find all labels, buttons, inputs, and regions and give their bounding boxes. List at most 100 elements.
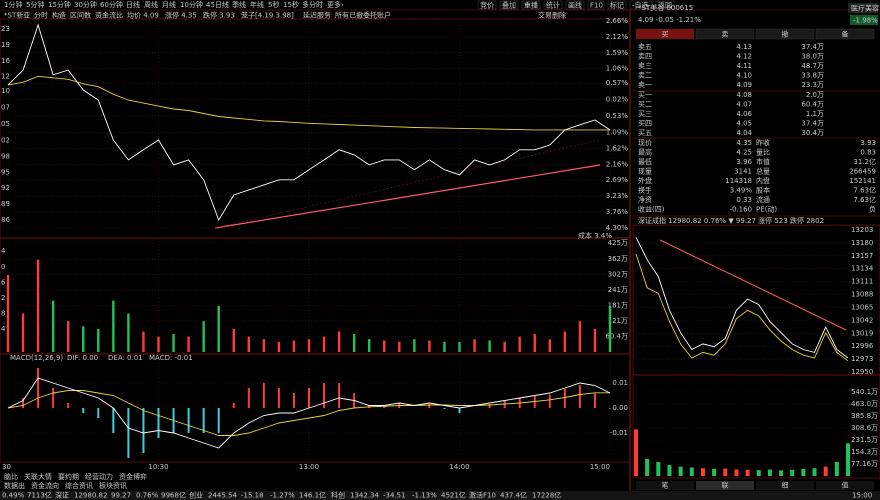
info-action[interactable]: 交易删除 xyxy=(538,11,566,20)
bottom-tab[interactable]: 脑比 xyxy=(4,472,18,481)
stat-label: 现价 xyxy=(638,139,652,147)
volume-bar xyxy=(352,334,356,352)
trade-tab-label[interactable]: 撤 xyxy=(782,30,789,39)
period-tab[interactable]: 1分钟 xyxy=(4,0,22,9)
index-tab[interactable] xyxy=(636,481,694,490)
period-tab[interactable]: 5秒 xyxy=(268,0,279,9)
y-tick-label: 13042 xyxy=(851,316,873,324)
tool-button[interactable] xyxy=(655,0,675,10)
status-item: 9968亿 xyxy=(161,491,186,500)
y-tick-label: 2.69% xyxy=(606,176,629,184)
stat-label: 昨收 xyxy=(756,138,770,147)
period-tab[interactable]: 更多› xyxy=(327,0,344,9)
trade-tab-label[interactable]: 备 xyxy=(842,30,849,39)
status-item: 146.1亿 xyxy=(299,491,326,500)
bottom-tab[interactable]: 综合资讯 xyxy=(65,481,93,490)
stat-value: -0.160 xyxy=(729,206,752,214)
status-item: -1.13% xyxy=(412,492,437,500)
bottom-tab[interactable]: 资金博弈 xyxy=(119,472,147,481)
y-tick-label: 302万 xyxy=(608,271,628,279)
tool-label[interactable]: 统计 xyxy=(546,1,560,10)
period-tab[interactable]: 5分钟 xyxy=(26,0,44,9)
period-tab[interactable]: 年线 xyxy=(250,0,264,9)
y-tick-label: 13180 xyxy=(851,239,873,247)
book-price: 4.13 xyxy=(736,43,752,51)
index-volume-bar xyxy=(801,469,806,476)
y-tick-label: 1.59% xyxy=(606,49,629,57)
book-label: 买四 xyxy=(638,120,652,128)
left-axis-label: 86 xyxy=(1,216,10,224)
trade-tab[interactable] xyxy=(755,28,815,40)
trade-tab[interactable] xyxy=(635,28,695,40)
left-axis-label: 02 xyxy=(1,137,10,145)
index-tab[interactable] xyxy=(756,481,814,490)
x-tick-label: 15:00 xyxy=(590,463,610,471)
trade-tab[interactable] xyxy=(695,28,755,40)
book-price: 4.07 xyxy=(736,101,752,109)
period-tab[interactable]: 15分钟 xyxy=(48,0,71,9)
period-tab[interactable]: 10分钟 xyxy=(180,0,203,9)
bottom-tab[interactable]: 资金流向 xyxy=(31,481,59,490)
trade-tab[interactable] xyxy=(815,28,875,40)
period-tab[interactable]: 日线 xyxy=(126,0,140,9)
period-tab[interactable]: 月线 xyxy=(162,0,176,9)
tool-label[interactable]: -自选 xyxy=(632,1,649,10)
volume-bar xyxy=(112,300,115,352)
stat-label: PE(动) xyxy=(756,205,777,214)
index-tab-label[interactable]: 笔 xyxy=(662,481,669,490)
index-tab[interactable] xyxy=(816,481,874,490)
trade-tab-label[interactable]: 买 xyxy=(662,31,669,39)
stat-label: 股本 xyxy=(756,186,770,195)
index-tab-label[interactable]: 联 xyxy=(722,481,729,490)
tool-button[interactable] xyxy=(521,0,541,10)
tool-label[interactable]: F10 xyxy=(590,2,603,10)
tool-label[interactable]: 叠加 xyxy=(502,1,516,10)
tool-button[interactable] xyxy=(499,0,519,10)
period-tab[interactable]: 45日线 xyxy=(206,0,229,9)
period-tab[interactable]: 30分钟 xyxy=(74,0,97,9)
info-item: 构造 xyxy=(52,11,66,20)
y-tick-label: 362万 xyxy=(608,255,628,263)
sector-change-badge xyxy=(850,15,878,25)
tool-button[interactable] xyxy=(477,0,497,10)
bottom-tab[interactable]: 要约期 xyxy=(58,472,79,481)
trade-tab-label[interactable]: 卖 xyxy=(722,31,729,39)
tool-label[interactable]: 返回 xyxy=(658,2,672,10)
period-tab[interactable]: 周线 xyxy=(144,0,158,9)
index-tab-label[interactable]: 细 xyxy=(782,481,789,490)
stat-value: 3141 xyxy=(734,168,752,176)
y-tick-label: 425万 xyxy=(608,239,628,247)
stat-label: 最低 xyxy=(638,157,652,166)
status-item: -1.27% xyxy=(270,492,295,500)
period-tab[interactable]: 15秒 xyxy=(283,0,299,9)
left-axis-label: 19 xyxy=(1,41,10,49)
bottom-tab[interactable]: 关联大情 xyxy=(24,472,52,481)
tool-label[interactable]: 重播 xyxy=(524,1,538,10)
bottom-tab[interactable]: 板块资讯 xyxy=(99,481,127,490)
tool-label[interactable]: 竞价 xyxy=(480,1,494,10)
tool-label[interactable]: 标记 xyxy=(610,1,624,10)
period-tab[interactable]: 60分钟 xyxy=(100,0,123,9)
trend-line xyxy=(214,164,601,229)
y-tick-label: 231.5万 xyxy=(851,436,878,444)
info-item: 延迟服务 xyxy=(303,11,331,20)
volume-bar xyxy=(473,339,476,352)
index-tab-label[interactable]: 值 xyxy=(842,481,849,490)
volume-bar xyxy=(202,321,205,352)
tool-button[interactable] xyxy=(565,0,585,10)
tool-button[interactable] xyxy=(607,0,627,10)
stat-value: 31.2亿 xyxy=(853,157,876,166)
tool-button[interactable] xyxy=(543,0,563,10)
book-price: 4.12 xyxy=(736,53,752,61)
y-tick-label: 241万 xyxy=(608,286,628,294)
bottom-tab[interactable]: 经营动力 xyxy=(85,472,113,481)
index-tab[interactable] xyxy=(696,481,754,490)
period-tab[interactable]: 多分时 xyxy=(302,0,323,9)
period-tab[interactable]: 季线 xyxy=(232,0,246,9)
volume-bar xyxy=(187,336,190,352)
tool-label[interactable]: 画线 xyxy=(568,1,582,10)
index-volume-bar xyxy=(846,443,850,476)
tool-button[interactable] xyxy=(587,0,605,10)
tool-button[interactable] xyxy=(629,0,653,10)
bottom-tab[interactable]: 数据出 xyxy=(4,481,25,490)
